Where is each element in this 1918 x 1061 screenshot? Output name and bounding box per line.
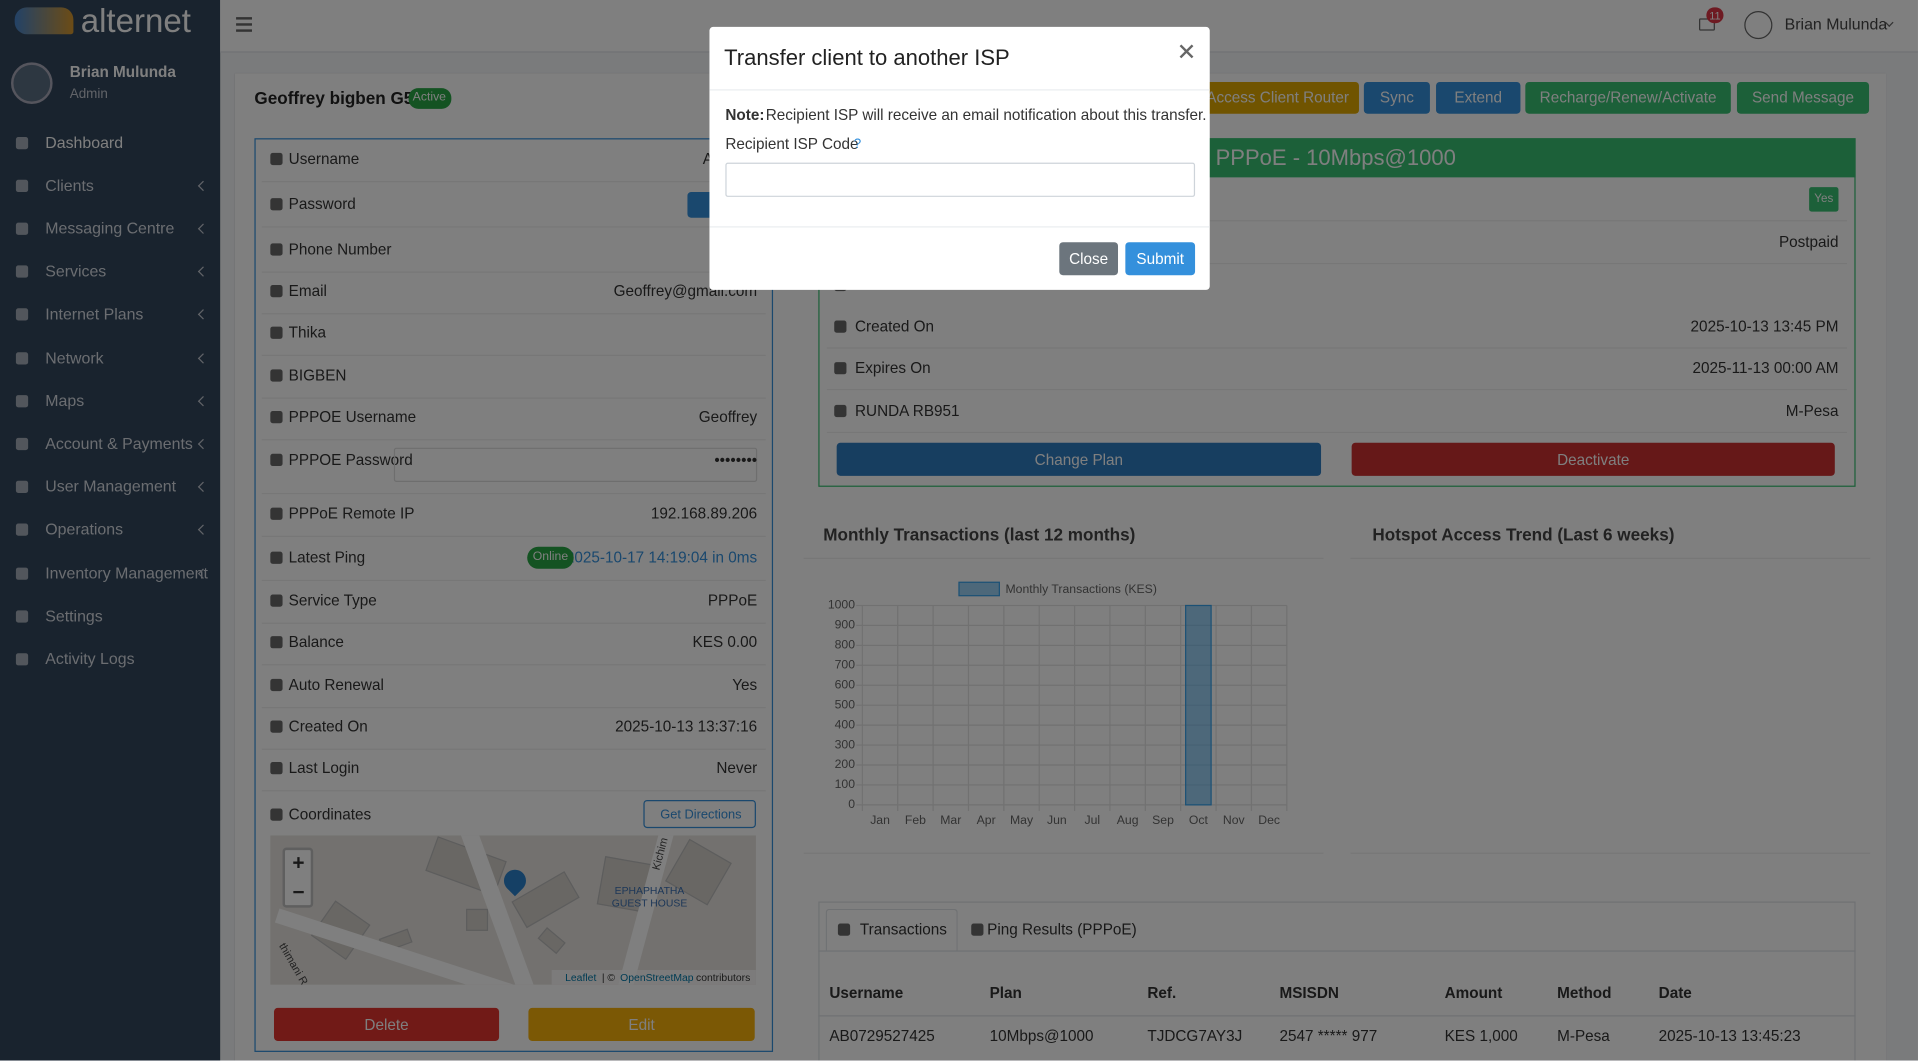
- note-label: Note:: [725, 106, 765, 124]
- modal-title: Transfer client to another ISP: [724, 45, 1010, 70]
- modal: Transfer client to another ISP Note: Recip…: [709, 26, 1210, 290]
- submit-button[interactable]: Submit: [1125, 242, 1196, 276]
- close-label: Close: [1069, 250, 1109, 268]
- isp-code-input[interactable]: [725, 162, 1196, 197]
- help-link[interactable]: ?: [853, 136, 862, 152]
- close-button[interactable]: Close: [1059, 242, 1119, 276]
- note-text: Recipient ISP will receive an email noti…: [765, 106, 1207, 124]
- field-label: Recipient ISP Code: [725, 135, 859, 153]
- submit-label: Submit: [1136, 250, 1185, 268]
- modal-separator: [709, 89, 1210, 91]
- modal-separator: [709, 226, 1210, 228]
